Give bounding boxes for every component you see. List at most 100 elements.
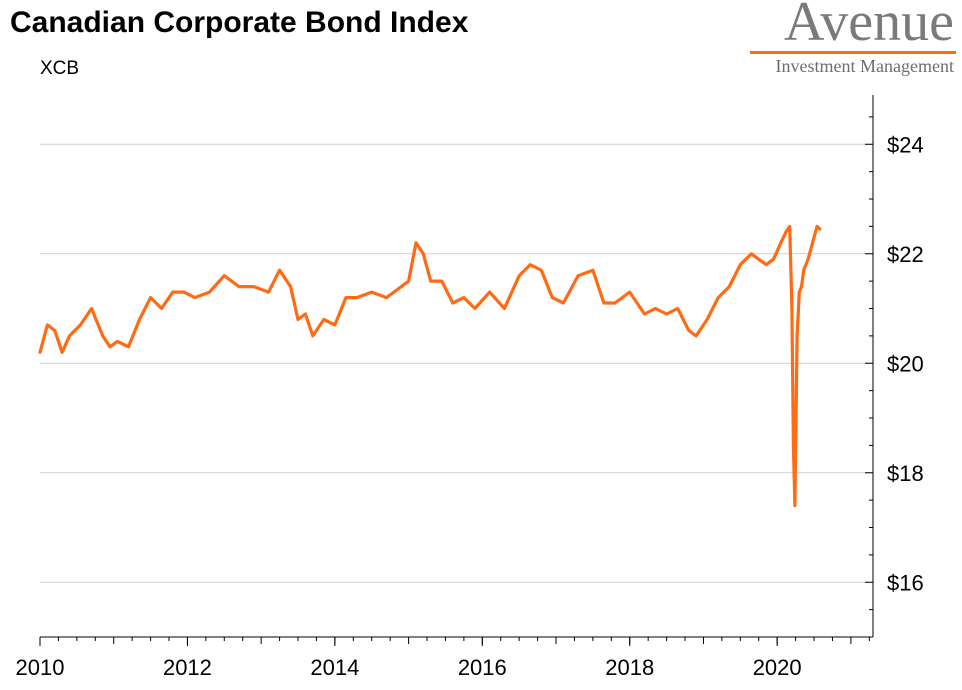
y-tick-label-4: $24 (887, 132, 924, 157)
data-point (171, 290, 174, 294)
data-point (333, 323, 337, 327)
data-point (473, 307, 477, 310)
data-point (800, 285, 803, 288)
data-point (705, 318, 709, 321)
data-point (311, 334, 314, 338)
data-point (138, 318, 141, 321)
data-point (654, 307, 657, 310)
data-point (795, 334, 799, 338)
logo-wordmark: Avenue (784, 0, 954, 53)
data-point (208, 290, 211, 294)
y-tick-label-3: $22 (887, 242, 924, 267)
data-point (344, 296, 348, 299)
data-point (602, 301, 606, 305)
data-point (304, 312, 307, 316)
data-point (60, 351, 64, 354)
data-point (101, 334, 104, 338)
data-point (517, 274, 521, 277)
data-point (237, 285, 241, 288)
data-point (160, 307, 163, 310)
data-point (322, 318, 326, 321)
logo-tagline: Investment Management (775, 56, 954, 76)
data-point (488, 290, 491, 294)
y-tick-label-1: $18 (887, 461, 924, 486)
data-point (628, 290, 631, 294)
data-point (79, 323, 82, 327)
gridlines (40, 143, 873, 583)
data-point (750, 252, 753, 255)
data-point (462, 296, 466, 299)
data-point (278, 268, 281, 272)
x-tick-label-5: 2020 (753, 655, 802, 680)
data-point (400, 285, 403, 288)
data-point (613, 301, 617, 305)
y-axis-ticks: $16 $18 $20 $22 $24 (865, 116, 924, 638)
data-point (784, 230, 788, 234)
data-point (370, 290, 373, 294)
series-line-0 (38, 224, 822, 508)
data-point (193, 296, 197, 299)
x-tick-label-0: 2010 (16, 655, 65, 680)
data-point (252, 285, 255, 288)
data-point (149, 296, 152, 299)
data-point (440, 279, 443, 283)
data-point (687, 329, 690, 332)
data-point (792, 444, 795, 447)
chart-title: Canadian Corporate Bond Index (10, 6, 469, 39)
data-point (422, 252, 425, 255)
data-point (46, 323, 49, 327)
data-point (694, 334, 698, 338)
data-point (739, 263, 742, 266)
data-point (576, 274, 580, 277)
data-point (665, 312, 668, 316)
data-point (289, 285, 292, 288)
data-point (127, 345, 130, 349)
data-point (407, 279, 410, 283)
x-tick-label-1: 2012 (163, 655, 212, 680)
chart-subtitle: XCB (40, 58, 80, 79)
data-point (551, 296, 554, 299)
data-point (267, 290, 270, 294)
data-point (414, 241, 418, 245)
data-point (562, 301, 565, 305)
data-point (764, 263, 768, 266)
x-tick-label-4: 2018 (605, 655, 654, 680)
series-group (38, 224, 822, 508)
data-point (815, 225, 819, 228)
x-axis-ticks: 2010 2012 2014 2016 2018 2020 (16, 637, 870, 680)
logo-accent-rule (750, 51, 956, 54)
y-tick-label-0: $16 (887, 570, 924, 595)
x-tick-label-2: 2014 (310, 655, 359, 680)
data-point (818, 227, 822, 231)
x-tick-label-3: 2016 (458, 655, 507, 680)
data-point (529, 263, 532, 266)
data-point (355, 296, 359, 299)
data-point (90, 307, 93, 310)
data-point (429, 279, 432, 283)
data-point (811, 241, 814, 245)
data-point (728, 285, 731, 288)
data-point (793, 504, 797, 507)
data-point (68, 334, 71, 338)
data-point (451, 301, 455, 305)
data-point (38, 351, 42, 354)
axes (40, 95, 874, 638)
data-point (779, 241, 783, 245)
data-point (385, 296, 388, 299)
company-logo: Avenue Investment Management (748, 0, 958, 80)
data-point (802, 268, 805, 272)
y-tick-label-2: $20 (887, 351, 924, 376)
data-point (676, 307, 679, 310)
data-point (108, 345, 112, 349)
data-point (716, 296, 720, 299)
data-point (116, 340, 119, 343)
data-point (503, 307, 506, 310)
data-point (591, 268, 595, 272)
data-point (296, 318, 300, 321)
data-point (806, 258, 810, 261)
data-point (643, 312, 646, 316)
data-point (223, 274, 226, 277)
data-point (182, 290, 185, 294)
data-point (798, 290, 801, 294)
